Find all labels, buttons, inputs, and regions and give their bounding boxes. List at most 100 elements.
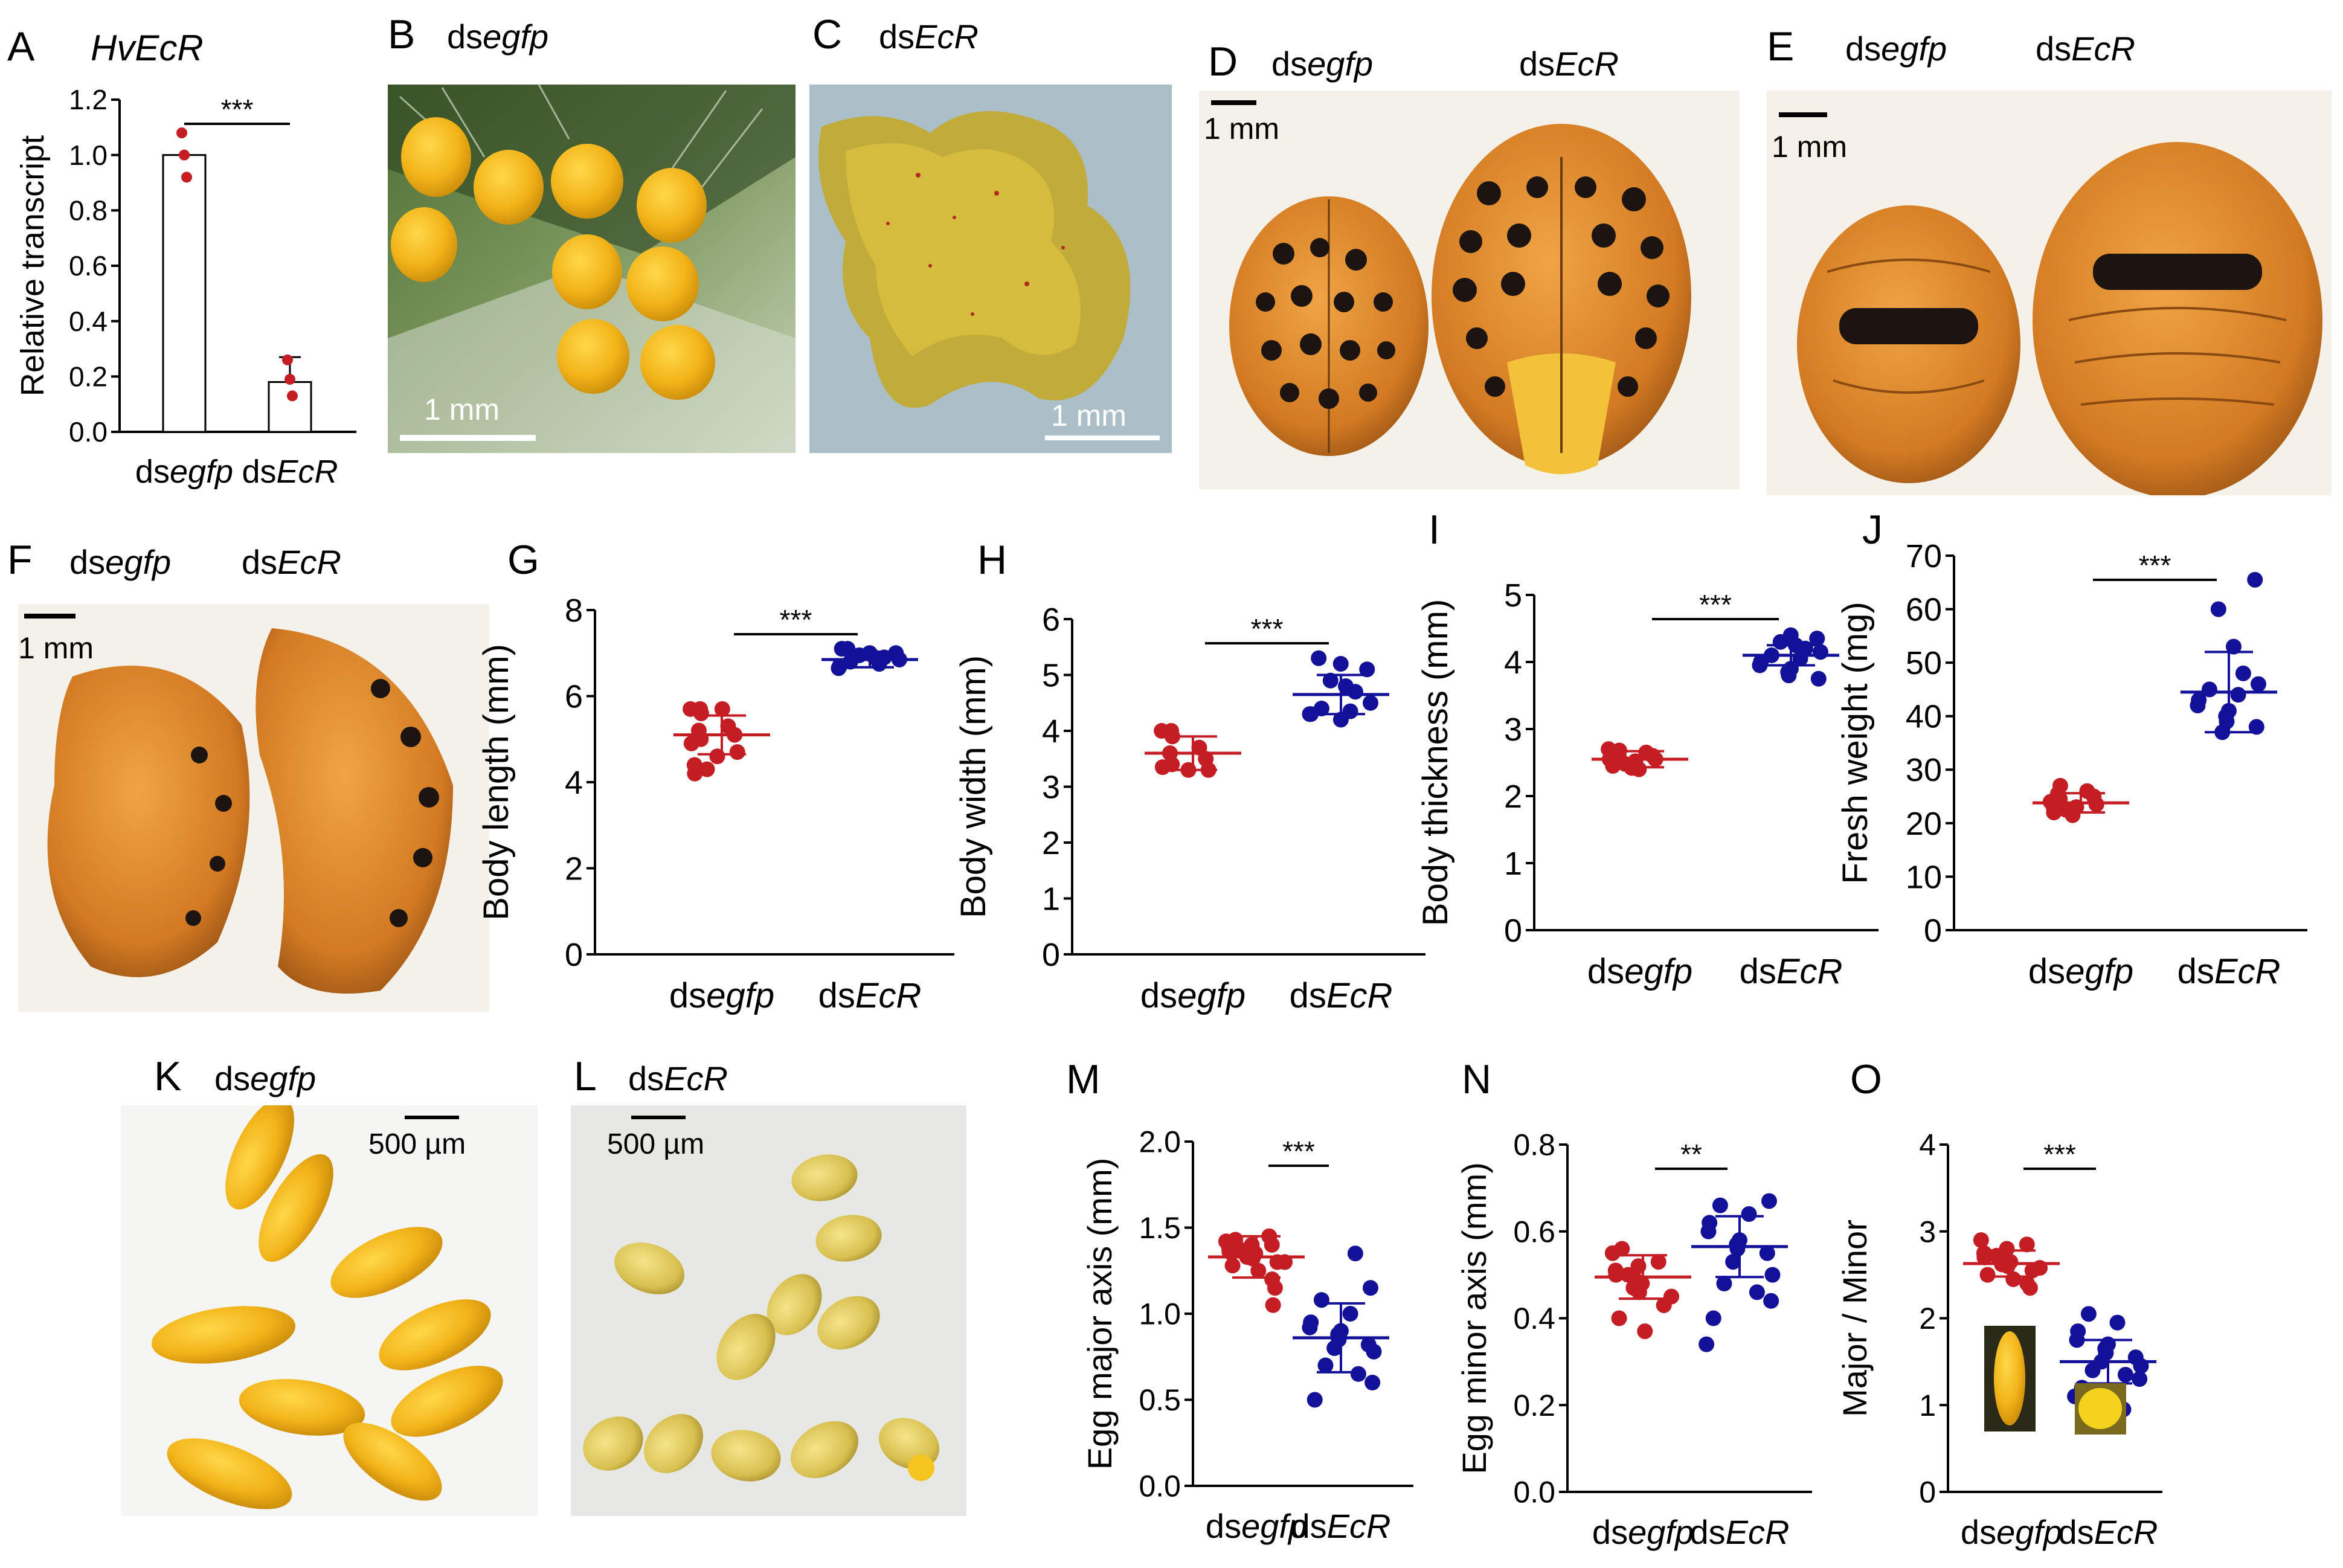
data-point bbox=[1700, 1223, 1717, 1239]
photo-d-dorsal-beetles: 1 mm bbox=[1199, 91, 1740, 489]
panel-letter-f: F bbox=[7, 537, 33, 583]
y-axis-label: Relative transcript bbox=[14, 135, 51, 396]
data-point bbox=[1764, 1267, 1781, 1283]
panel-letter-o: O bbox=[1850, 1056, 1882, 1102]
data-point bbox=[1364, 1375, 1381, 1390]
y-tick-label: 1 bbox=[1042, 881, 1060, 917]
y-tick-label: 1.0 bbox=[69, 140, 108, 171]
y-axis-label: Body width (mm) bbox=[954, 655, 993, 918]
panel-letter-b: B bbox=[388, 11, 415, 57]
label-d-treatment: dsEcR bbox=[1519, 45, 1619, 83]
label-f-control: dsegfp bbox=[69, 543, 171, 581]
data-point bbox=[179, 149, 190, 161]
data-point bbox=[1973, 1232, 1989, 1248]
inset-treatment-egg bbox=[2078, 1388, 2122, 1429]
panel-letter-l: L bbox=[574, 1053, 597, 1099]
label-f-treatment: dsEcR bbox=[242, 543, 341, 581]
chart-i: I 0 1 2 3 4 5 Body thickness (mm) dsegfp dsEcR *** bbox=[1416, 507, 1879, 991]
panel-letter-n: N bbox=[1462, 1056, 1491, 1102]
x-label-control: dsegfp bbox=[2028, 952, 2133, 991]
y-tick-label: 1 bbox=[1919, 1389, 1936, 1422]
y-tick-label: 0.2 bbox=[1513, 1389, 1555, 1422]
data-point bbox=[176, 127, 187, 138]
y-tick-label: 4 bbox=[1504, 644, 1522, 681]
data-point bbox=[2225, 638, 2242, 655]
data-point bbox=[1362, 695, 1378, 711]
y-tick-label: 0 bbox=[1042, 937, 1060, 973]
data-point bbox=[714, 701, 730, 717]
scale-label-d: 1 mm bbox=[1204, 112, 1279, 146]
y-tick-label: 2 bbox=[1919, 1302, 1936, 1335]
data-point bbox=[1350, 1366, 1366, 1382]
y-tick-label: 3 bbox=[1504, 712, 1522, 748]
data-point bbox=[1759, 1245, 1775, 1261]
data-point bbox=[2024, 1262, 2040, 1279]
label-e-treatment: dsEcR bbox=[2036, 30, 2135, 68]
data-point bbox=[2235, 665, 2251, 681]
data-point bbox=[687, 765, 703, 782]
y-axis-label: Egg minor axis (mm) bbox=[1455, 1162, 1493, 1474]
panel-letter-j: J bbox=[1862, 507, 1883, 553]
bar-treatment bbox=[268, 381, 312, 433]
data-point bbox=[2230, 687, 2246, 703]
significance-label: *** bbox=[2043, 1139, 2076, 1170]
data-point bbox=[1347, 1245, 1363, 1262]
data-point bbox=[2080, 1306, 2097, 1322]
data-point bbox=[2132, 1371, 2148, 1387]
y-tick-label: 30 bbox=[1906, 752, 1942, 788]
y-tick-label: 0.4 bbox=[69, 306, 108, 337]
y-tick-label: 0.5 bbox=[1139, 1383, 1181, 1417]
y-tick-label: 3 bbox=[1919, 1215, 1936, 1248]
data-point bbox=[1264, 1237, 1280, 1253]
scale-label-b: 1 mm bbox=[424, 393, 500, 426]
data-point bbox=[2019, 1236, 2035, 1253]
x-label-treatment: dsEcR bbox=[818, 976, 922, 1015]
x-label-treatment: dsEcR bbox=[2177, 952, 2281, 991]
data-point bbox=[1741, 1206, 1757, 1222]
data-point bbox=[1224, 1258, 1241, 1274]
x-label-control: dsegfp bbox=[1587, 952, 1692, 991]
y-tick-label: 0.0 bbox=[69, 416, 108, 448]
panel-letter-d: D bbox=[1208, 39, 1238, 85]
data-point bbox=[1637, 1323, 1653, 1340]
x-label-control: dsegfp bbox=[1206, 1507, 1307, 1545]
y-tick-label: 50 bbox=[1906, 645, 1942, 681]
chart-n: N 0.0 0.2 0.4 0.6 0.8 Egg minor axis (mm) dsegf… bbox=[1455, 1056, 1812, 1551]
data-point bbox=[1650, 1254, 1666, 1270]
y-tick-label: 1.2 bbox=[69, 84, 108, 115]
x-label-control: dsegfp bbox=[1592, 1513, 1694, 1551]
data-point bbox=[1979, 1267, 1996, 1283]
label-l-group: dsEcR bbox=[628, 1059, 728, 1097]
inset-control-egg bbox=[1994, 1331, 2025, 1425]
data-point bbox=[1761, 1193, 1777, 1209]
data-point bbox=[2065, 807, 2081, 823]
significance-label: *** bbox=[1699, 589, 1732, 620]
panel-letter-g: G bbox=[507, 537, 539, 583]
gene-label-a: HvEcR bbox=[91, 28, 204, 68]
data-point bbox=[1313, 1292, 1329, 1308]
panel-letter-m: M bbox=[1066, 1056, 1101, 1102]
data-point bbox=[1763, 1293, 1779, 1309]
y-tick-label: 8 bbox=[565, 593, 583, 629]
data-point bbox=[1302, 706, 1318, 722]
photo-b-eggs-on-leaf: 1 mm bbox=[388, 85, 795, 453]
photo-c-yolk-mass: 1 mm bbox=[809, 85, 1172, 453]
y-tick-label: 2 bbox=[1042, 825, 1060, 861]
panel-letter-e: E bbox=[1767, 24, 1794, 69]
y-tick-label: 4 bbox=[1919, 1128, 1936, 1162]
y-tick-label: 3 bbox=[1042, 769, 1060, 805]
data-point bbox=[2190, 698, 2206, 713]
data-point bbox=[1809, 631, 1825, 647]
data-point bbox=[1366, 1343, 1382, 1360]
data-point bbox=[2109, 1314, 2126, 1331]
data-point bbox=[2046, 805, 2062, 821]
y-tick-label: 0.8 bbox=[1513, 1128, 1555, 1162]
data-point bbox=[1699, 1336, 1715, 1352]
data-point bbox=[1267, 1280, 1283, 1296]
data-point bbox=[683, 735, 699, 751]
y-tick-label: 0.4 bbox=[1513, 1302, 1555, 1335]
y-tick-label: 0 bbox=[1504, 913, 1522, 949]
significance-label: *** bbox=[1251, 613, 1284, 644]
y-tick-label: 0.6 bbox=[1513, 1215, 1555, 1248]
